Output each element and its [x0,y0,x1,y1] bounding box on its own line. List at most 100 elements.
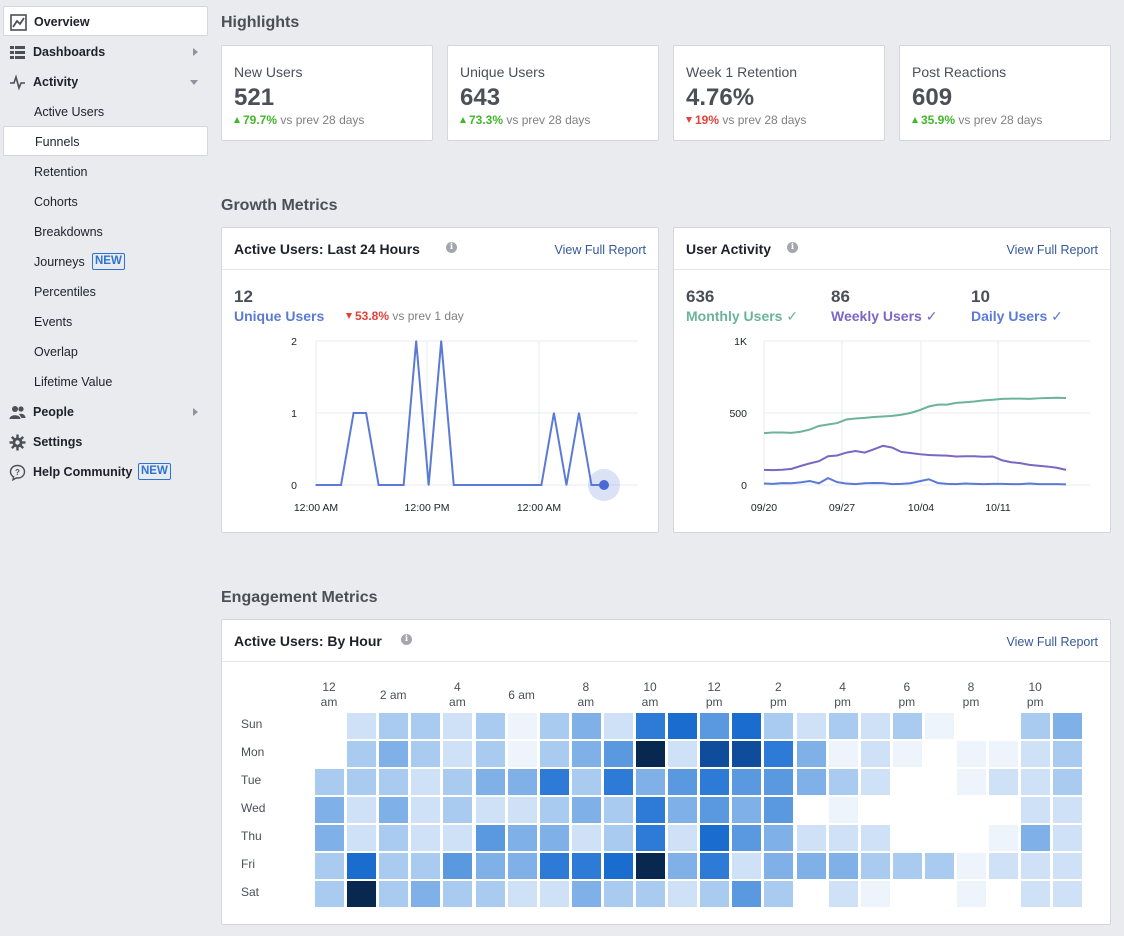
heatmap-cell[interactable] [571,741,601,767]
heatmap-cell[interactable] [475,853,505,879]
chevron-right-icon[interactable] [193,408,198,416]
heatmap-cell[interactable] [347,769,377,795]
sidebar-item-overview[interactable]: Overview [3,6,208,36]
heatmap-cell[interactable] [892,741,922,767]
heatmap-cell[interactable] [764,713,794,739]
heatmap-cell[interactable] [379,825,409,851]
heatmap-cell[interactable] [507,881,537,907]
heatmap-cell[interactable] [1021,713,1051,739]
heatmap-cell[interactable] [828,741,858,767]
heatmap-cell[interactable] [828,825,858,851]
heatmap-cell[interactable] [539,825,569,851]
view-full-report-link[interactable]: View Full Report [1006,635,1098,649]
heatmap-cell[interactable] [315,853,344,879]
heatmap-cell[interactable] [571,797,601,823]
heatmap-cell[interactable] [379,713,409,739]
heatmap-cell[interactable] [636,713,665,739]
heatmap-cell[interactable] [828,853,858,879]
heatmap-cell[interactable] [379,797,409,823]
sidebar-item-help-community[interactable]: ? Help Community NEW [0,457,210,487]
heatmap-cell[interactable] [315,825,344,851]
heatmap-cell[interactable] [636,797,665,823]
heatmap-cell[interactable] [475,769,505,795]
heatmap-cell[interactable] [732,853,762,879]
heatmap-cell[interactable] [700,853,730,879]
sidebar-item-active-users[interactable]: Active Users [0,97,210,127]
heatmap-cell[interactable] [892,713,922,739]
heatmap-cell[interactable] [732,825,762,851]
heatmap-cell[interactable] [603,741,633,767]
info-icon[interactable]: i [787,242,798,253]
info-icon[interactable]: i [401,634,412,645]
heatmap-cell[interactable] [989,741,1019,767]
heatmap-cell[interactable] [1053,881,1083,907]
heatmap-cell[interactable] [796,769,826,795]
heatmap-cell[interactable] [603,825,633,851]
sidebar-item-dashboards[interactable]: Dashboards [0,37,210,67]
heatmap-cell[interactable] [668,881,698,907]
heatmap-cell[interactable] [315,769,344,795]
heatmap-cell[interactable] [1053,825,1083,851]
heatmap-cell[interactable] [860,825,890,851]
heatmap-cell[interactable] [957,741,986,767]
heatmap-cell[interactable] [668,713,698,739]
heatmap-cell[interactable] [860,713,890,739]
heatmap-cell[interactable] [443,741,473,767]
heatmap-cell[interactable] [860,881,890,907]
heatmap-cell[interactable] [475,881,505,907]
heatmap-cell[interactable] [539,769,569,795]
heatmap-cell[interactable] [860,769,890,795]
heatmap-cell[interactable] [443,769,473,795]
heatmap-cell[interactable] [379,853,409,879]
heatmap-cell[interactable] [989,825,1019,851]
heatmap-cell[interactable] [764,769,794,795]
heatmap-cell[interactable] [668,769,698,795]
heatmap-cell[interactable] [989,769,1019,795]
sidebar-item-settings[interactable]: Settings [0,427,210,457]
heatmap-cell[interactable] [315,881,344,907]
heatmap-cell[interactable] [796,825,826,851]
heatmap-cell[interactable] [571,825,601,851]
heatmap-cell[interactable] [1021,881,1051,907]
heatmap-cell[interactable] [796,741,826,767]
heatmap-cell[interactable] [571,853,601,879]
heatmap-cell[interactable] [539,853,569,879]
heatmap-cell[interactable] [443,825,473,851]
heatmap-cell[interactable] [764,741,794,767]
heatmap-cell[interactable] [700,881,730,907]
heatmap-cell[interactable] [507,825,537,851]
heatmap-cell[interactable] [732,769,762,795]
sidebar-item-events[interactable]: Events [0,307,210,337]
sidebar-item-overlap[interactable]: Overlap [0,337,210,367]
heatmap-cell[interactable] [347,713,377,739]
sidebar-item-breakdowns[interactable]: Breakdowns [0,217,210,247]
chevron-down-icon[interactable] [190,80,198,85]
sidebar-item-cohorts[interactable]: Cohorts [0,187,210,217]
heatmap-cell[interactable] [700,741,730,767]
heatmap-cell[interactable] [603,797,633,823]
sidebar-item-people[interactable]: People [0,397,210,427]
heatmap-cell[interactable] [1021,853,1051,879]
heatmap-cell[interactable] [700,825,730,851]
heatmap-cell[interactable] [475,797,505,823]
sidebar-item-journeys[interactable]: Journeys NEW [0,247,210,277]
view-full-report-link[interactable]: View Full Report [1006,243,1098,257]
heatmap-cell[interactable] [700,769,730,795]
heatmap-cell[interactable] [828,881,858,907]
heatmap-cell[interactable] [603,881,633,907]
heatmap-cell[interactable] [957,853,986,879]
heatmap-cell[interactable] [957,881,986,907]
heatmap-cell[interactable] [957,769,986,795]
view-full-report-link[interactable]: View Full Report [554,243,646,257]
heatmap-cell[interactable] [668,853,698,879]
heatmap-cell[interactable] [1053,741,1083,767]
heatmap-cell[interactable] [443,881,473,907]
heatmap-cell[interactable] [443,853,473,879]
heatmap-cell[interactable] [347,741,377,767]
heatmap-cell[interactable] [1053,853,1083,879]
heatmap-cell[interactable] [475,713,505,739]
heatmap-cell[interactable] [668,797,698,823]
sidebar-item-retention[interactable]: Retention [0,157,210,187]
heatmap-cell[interactable] [732,881,762,907]
heatmap-cell[interactable] [700,797,730,823]
